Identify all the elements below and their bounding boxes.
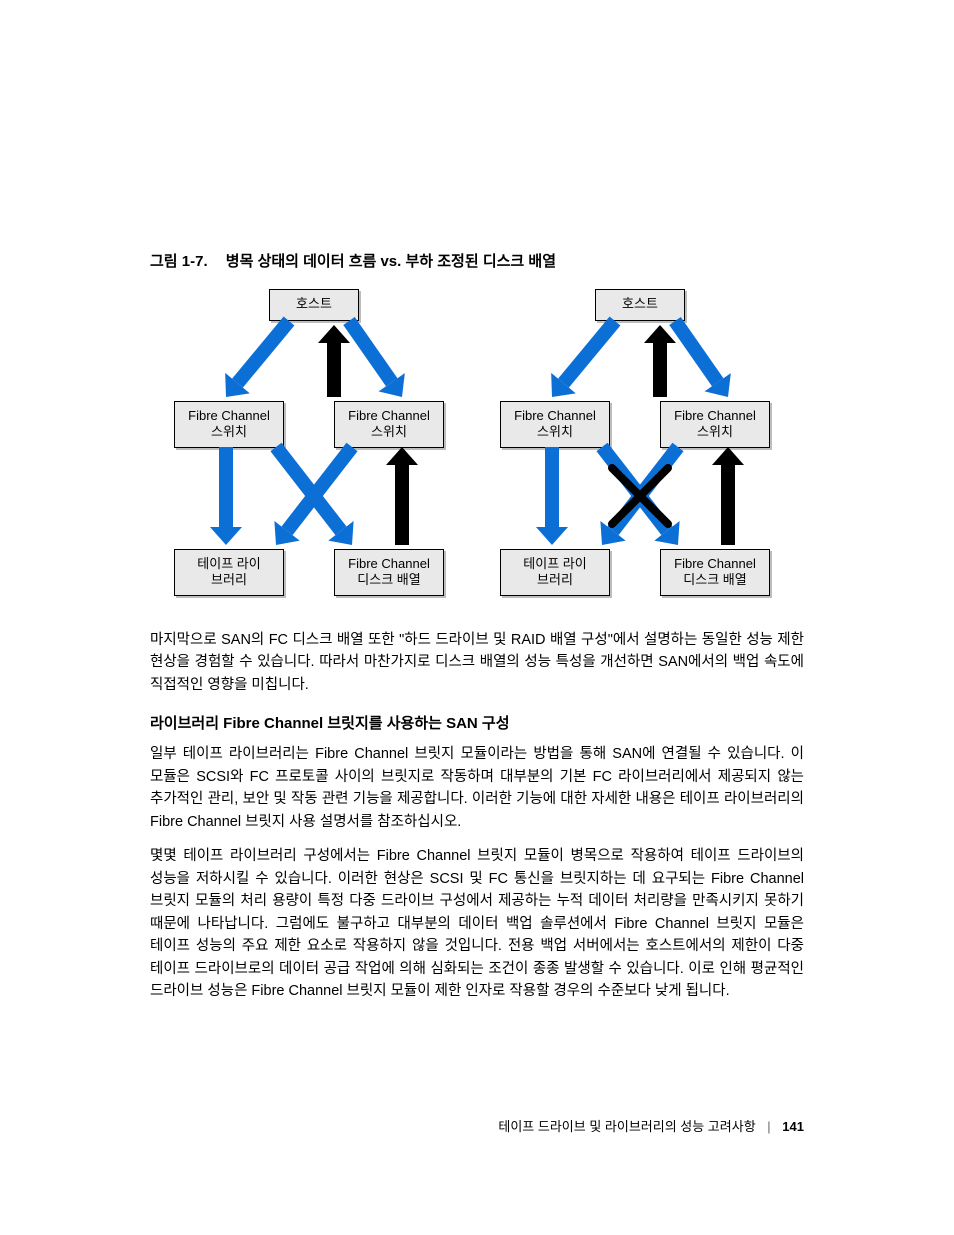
diagram-node-sw2: Fibre Channel스위치 [334, 401, 444, 448]
diagram-node-host: 호스트 [269, 289, 359, 321]
diagram-node-lib: 테이프 라이브러리 [174, 549, 284, 596]
paragraph-1: 마지막으로 SAN의 FC 디스크 배열 또한 "하드 드라이브 및 RAID … [150, 629, 804, 696]
diagram-node-host: 호스트 [595, 289, 685, 321]
footer-section: 테이프 드라이브 및 라이브러리의 성능 고려사항 [498, 1119, 755, 1134]
diagram-node-sw2: Fibre Channel스위치 [660, 401, 770, 448]
figure-diagrams: 호스트 Fibre Channel스위치 Fibre Channel스위치테이프 라… [150, 289, 804, 599]
figure-number: 그림 1-7. [150, 253, 208, 270]
page: 그림 1-7. 병목 상태의 데이터 흐름 vs. 부하 조정된 디스크 배열 … [0, 0, 954, 1235]
diagram-node-disk: Fibre Channel디스크 배열 [660, 549, 770, 596]
paragraph-3: 몇몇 테이프 라이브러리 구성에서는 Fibre Channel 브릿지 모듈이… [150, 845, 804, 1002]
diagram-node-disk: Fibre Channel디스크 배열 [334, 549, 444, 596]
page-number: 141 [782, 1119, 804, 1134]
figure-title: 병목 상태의 데이터 흐름 vs. 부하 조정된 디스크 배열 [226, 253, 556, 270]
page-footer: 테이프 드라이브 및 라이브러리의 성능 고려사항 | 141 [498, 1116, 804, 1135]
diagram-node-sw1: Fibre Channel스위치 [500, 401, 610, 448]
footer-separator: | [767, 1119, 770, 1134]
diagram-left: 호스트 Fibre Channel스위치 Fibre Channel스위치테이프 라… [164, 289, 464, 599]
diagram-node-lib: 테이프 라이브러리 [500, 549, 610, 596]
figure-caption: 그림 1-7. 병목 상태의 데이터 흐름 vs. 부하 조정된 디스크 배열 [150, 250, 804, 271]
diagram-right: 호스트 Fibre Channel스위치 Fibre Channel스위치테이프 라… [490, 289, 790, 599]
heading-san-bridge: 라이브러리 Fibre Channel 브릿지를 사용하는 SAN 구성 [150, 712, 804, 733]
x-mark-icon [612, 468, 668, 524]
diagram-node-sw1: Fibre Channel스위치 [174, 401, 284, 448]
paragraph-2: 일부 테이프 라이브러리는 Fibre Channel 브릿지 모듈이라는 방법… [150, 743, 804, 833]
